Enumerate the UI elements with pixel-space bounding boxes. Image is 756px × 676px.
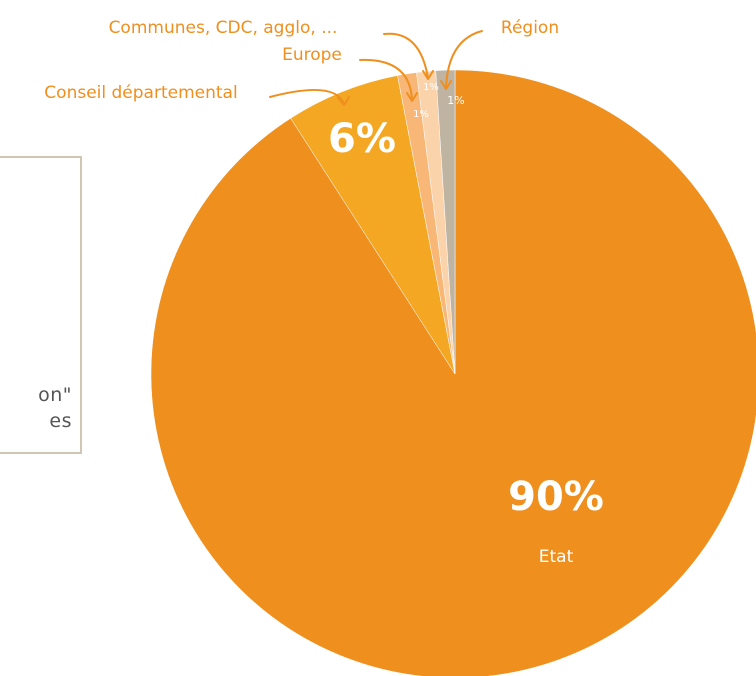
side-text-box: on" es bbox=[0, 156, 82, 454]
callout-label-communes: Communes, CDC, agglo, ... bbox=[109, 18, 338, 38]
slice-name-etat: Etat bbox=[539, 547, 574, 567]
pie-labels: 90% Etat 6% 1% 1% 1% Communes, CDC, agglo, ...… bbox=[44, 18, 604, 567]
data-label-europe: 1% bbox=[413, 109, 429, 120]
arrow-europe bbox=[359, 58, 413, 101]
pie-slice-etat bbox=[150, 69, 756, 676]
arrow-region-head bbox=[440, 80, 452, 90]
pie-slice-r-gion bbox=[435, 69, 456, 375]
data-label-etat: 90% bbox=[508, 474, 604, 520]
data-label-conseil-departemental: 6% bbox=[328, 116, 396, 162]
pie-slices bbox=[150, 69, 756, 676]
arrow-europe-head bbox=[406, 92, 418, 102]
arrow-communes bbox=[383, 32, 429, 79]
arrow-conseil-departemental bbox=[269, 88, 345, 105]
arrow-region bbox=[445, 30, 483, 89]
side-text-line-1: on" bbox=[38, 384, 72, 406]
side-text-line-2: es bbox=[49, 410, 72, 432]
callout-label-europe: Europe bbox=[282, 45, 342, 65]
data-label-communes: 1% bbox=[423, 82, 439, 93]
arrow-communes-head bbox=[422, 70, 434, 80]
callout-arrows bbox=[269, 30, 483, 106]
callout-label-conseil-departemental: Conseil départemental bbox=[44, 83, 237, 103]
data-label-region: 1% bbox=[447, 94, 464, 107]
callout-label-region: Région bbox=[501, 18, 559, 38]
arrow-conseil-departemental-head bbox=[337, 96, 350, 106]
